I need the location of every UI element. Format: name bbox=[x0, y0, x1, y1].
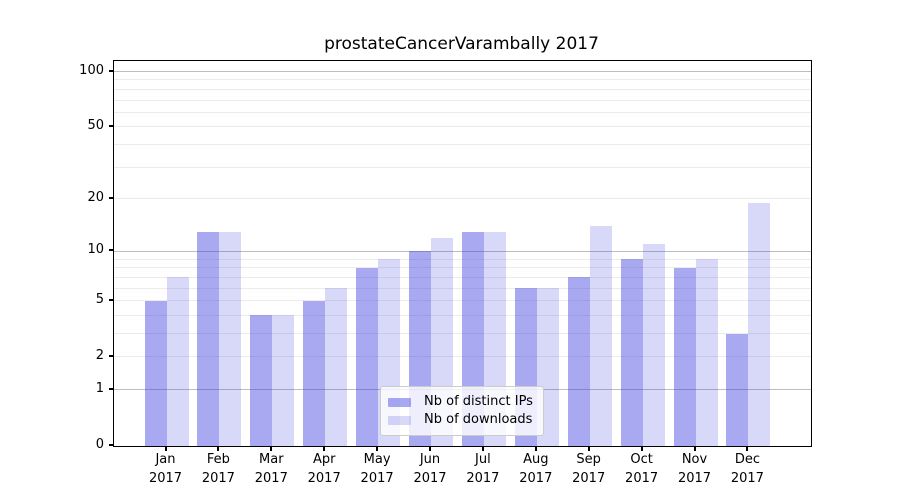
bar-distinct-ips bbox=[567, 277, 590, 446]
y-tick-label: 50 bbox=[87, 117, 104, 133]
y-tick-mark bbox=[109, 69, 114, 72]
x-tick-label: Mar 2017 bbox=[254, 452, 288, 486]
gridline-minor bbox=[114, 144, 811, 146]
x-tick-mark bbox=[217, 446, 220, 451]
y-tick-label: 10 bbox=[87, 242, 104, 258]
gridline-minor bbox=[114, 79, 811, 81]
bar-distinct-ips bbox=[673, 267, 696, 446]
x-tick-mark bbox=[693, 446, 696, 451]
gridline-major bbox=[114, 71, 811, 73]
gridline-minor bbox=[114, 258, 811, 260]
gridline-minor bbox=[114, 267, 811, 269]
legend-label: Nb of downloads bbox=[424, 412, 533, 427]
gridline-minor bbox=[114, 198, 811, 200]
y-tick-mark bbox=[109, 387, 114, 390]
bar-downloads bbox=[642, 244, 665, 446]
y-tick-label: 5 bbox=[95, 291, 104, 307]
chart-title: prostateCancerVarambally 2017 bbox=[324, 34, 599, 54]
bar-downloads bbox=[272, 315, 295, 446]
bar-downloads bbox=[219, 231, 242, 446]
y-tick-mark bbox=[109, 298, 114, 301]
bar-downloads bbox=[748, 202, 771, 446]
gridline-minor bbox=[114, 314, 811, 316]
x-tick-label: Sep 2017 bbox=[572, 452, 606, 486]
legend-swatch-icon bbox=[388, 415, 411, 425]
x-tick-mark bbox=[640, 446, 643, 451]
bar-distinct-ips bbox=[303, 300, 326, 446]
legend-swatch-icon bbox=[388, 397, 411, 407]
y-tick-mark bbox=[109, 196, 114, 199]
x-tick-label: Dec 2017 bbox=[730, 452, 764, 486]
y-tick-label: 2 bbox=[95, 347, 104, 363]
legend-item: Nb of distinct IPs bbox=[388, 393, 535, 411]
y-tick-mark bbox=[109, 444, 114, 446]
bar-distinct-ips bbox=[250, 315, 273, 446]
bar-downloads bbox=[589, 226, 612, 446]
legend-label: Nb of distinct IPs bbox=[424, 394, 533, 409]
gridline-major bbox=[114, 250, 811, 252]
y-tick-label: 0 bbox=[95, 437, 104, 452]
x-tick-mark bbox=[429, 446, 431, 451]
x-tick-mark bbox=[481, 446, 484, 451]
x-tick-mark bbox=[587, 446, 590, 451]
x-tick-mark bbox=[376, 446, 379, 451]
plot-area: Nb of distinct IPs Nb of downloads bbox=[113, 60, 812, 447]
y-tick-label: 20 bbox=[87, 189, 104, 205]
gridline-minor bbox=[114, 333, 811, 335]
legend: Nb of distinct IPs Nb of downloads bbox=[380, 386, 544, 436]
legend-item: Nb of downloads bbox=[388, 411, 535, 429]
x-tick-mark bbox=[270, 446, 273, 451]
bar-distinct-ips bbox=[144, 300, 167, 446]
x-tick-label: Aug 2017 bbox=[519, 452, 553, 486]
y-tick-mark bbox=[109, 124, 114, 127]
bar-distinct-ips bbox=[197, 231, 220, 446]
gridline-minor bbox=[114, 356, 811, 358]
x-tick-mark bbox=[164, 446, 167, 451]
bar-distinct-ips bbox=[726, 333, 749, 446]
bar-distinct-ips bbox=[620, 259, 643, 446]
x-tick-label: Jun 2017 bbox=[413, 452, 447, 486]
x-tick-label: Oct 2017 bbox=[625, 452, 659, 486]
x-tick-mark bbox=[746, 446, 749, 451]
x-tick-label: Feb 2017 bbox=[201, 452, 235, 486]
y-tick-mark bbox=[109, 354, 114, 357]
gridline-minor bbox=[114, 111, 811, 113]
gridline-minor bbox=[114, 300, 811, 302]
y-tick-label: 1 bbox=[95, 380, 104, 396]
x-tick-label: Jan 2017 bbox=[148, 452, 183, 486]
gridline-minor bbox=[114, 88, 811, 90]
x-tick-label: May 2017 bbox=[360, 452, 394, 486]
y-tick-label: 100 bbox=[79, 62, 104, 78]
gridline-minor bbox=[114, 126, 811, 128]
x-tick-mark bbox=[534, 446, 537, 451]
bar-downloads bbox=[695, 259, 718, 446]
gridline-minor bbox=[114, 166, 811, 168]
x-tick-label: Apr 2017 bbox=[307, 452, 341, 486]
bar-downloads bbox=[325, 288, 348, 446]
x-tick-label: Nov 2017 bbox=[677, 452, 712, 486]
x-tick-label: Jul 2017 bbox=[466, 452, 500, 486]
gridline-minor bbox=[114, 99, 811, 101]
bar-distinct-ips bbox=[356, 267, 379, 446]
gridline-minor bbox=[114, 276, 811, 278]
y-tick-mark bbox=[109, 249, 114, 252]
bar-downloads bbox=[166, 277, 189, 446]
x-tick-mark bbox=[323, 446, 326, 451]
gridline-minor bbox=[114, 287, 811, 289]
